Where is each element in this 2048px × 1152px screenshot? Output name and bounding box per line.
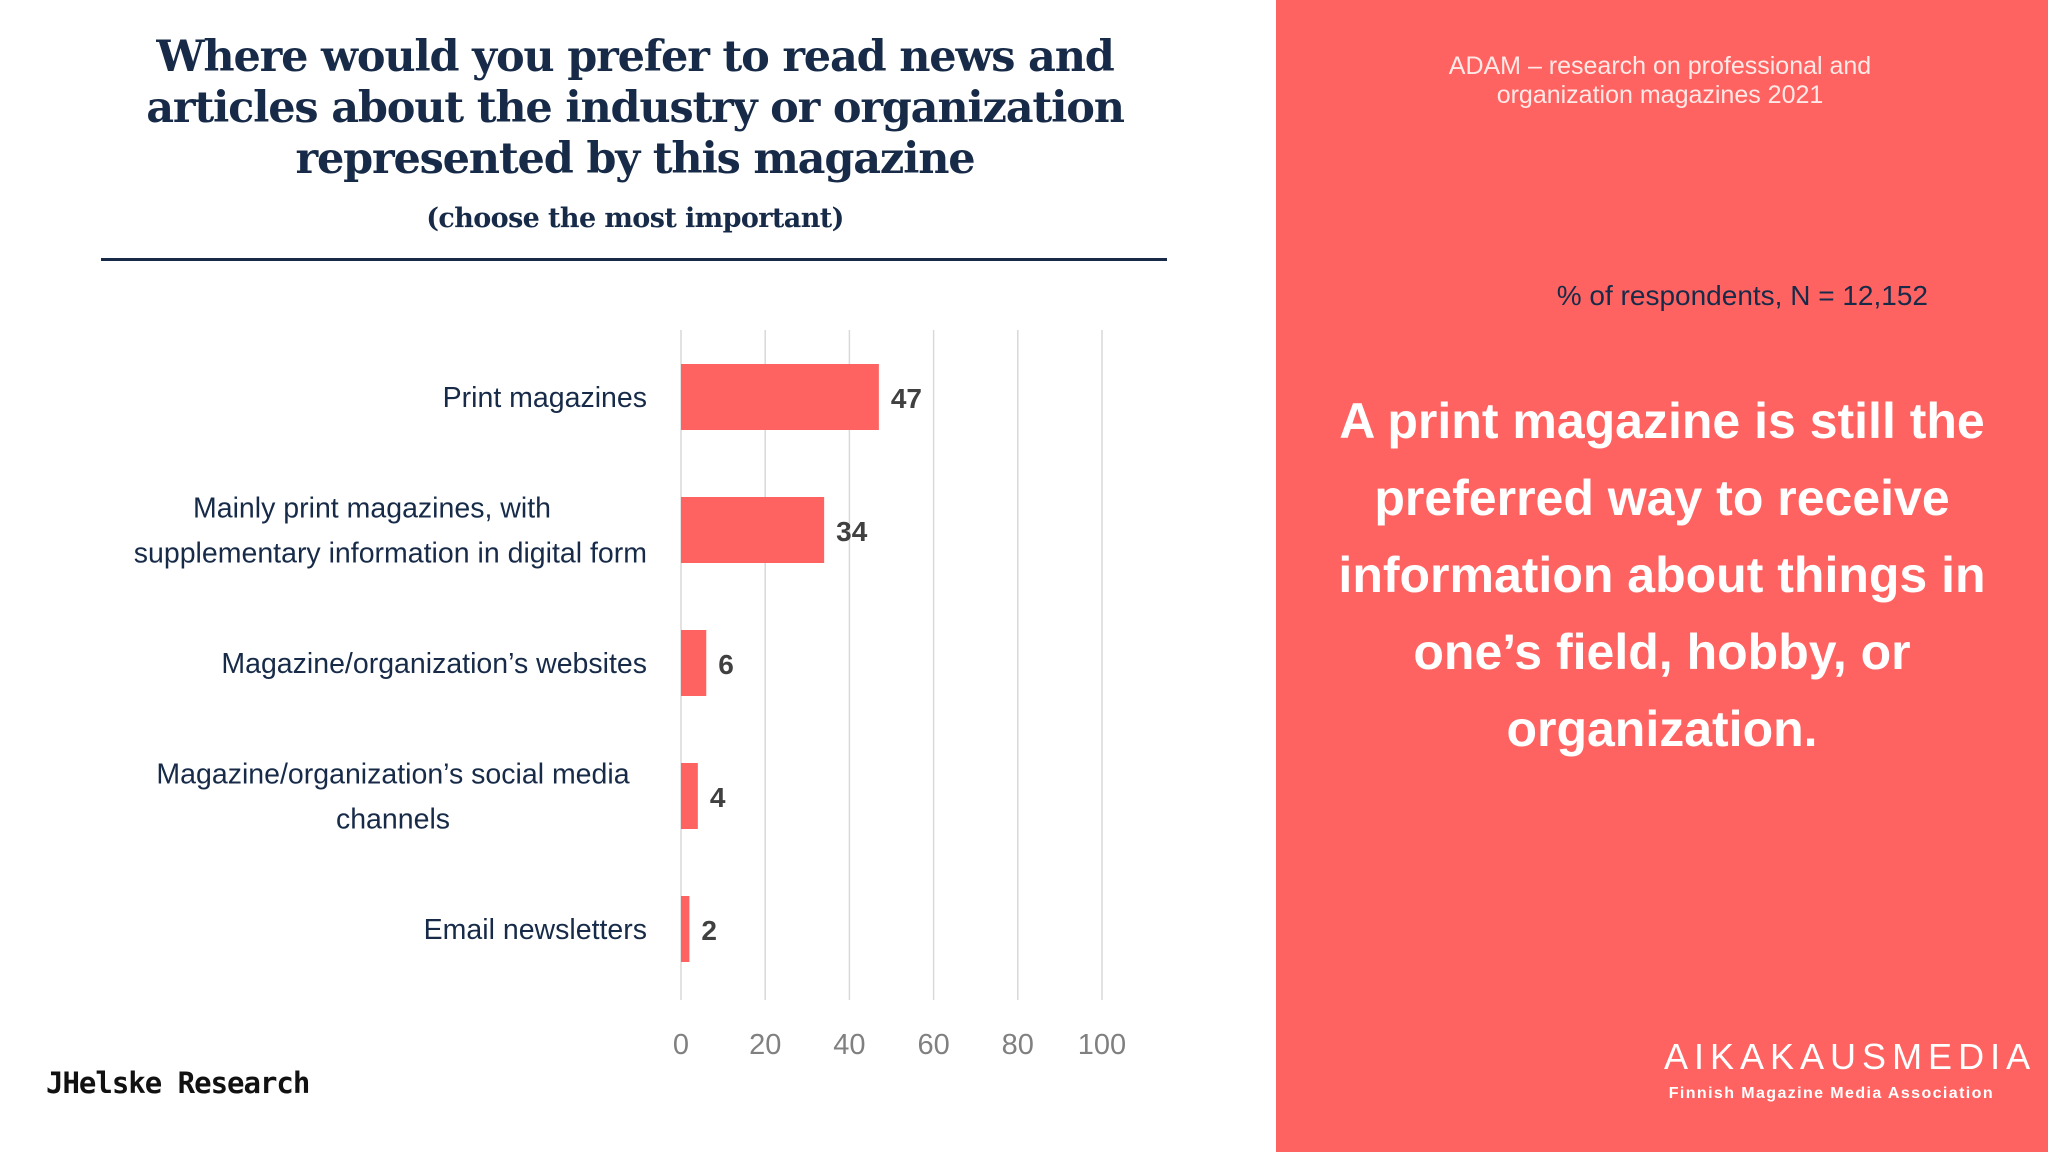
bar <box>681 497 825 563</box>
x-tick-label: 40 <box>833 1029 865 1061</box>
category-label: Email newsletters <box>424 914 647 946</box>
bar-value-label: 6 <box>718 649 734 680</box>
x-tick-label: 80 <box>1002 1029 1034 1061</box>
x-tick-label: 0 <box>673 1029 689 1061</box>
category-label: Mainly print magazines, with <box>193 493 551 525</box>
category-label: Magazine/organization’s social media <box>156 759 629 791</box>
x-tick-label: 60 <box>917 1029 949 1061</box>
chart-panel <box>0 0 1276 1152</box>
bar <box>681 630 707 696</box>
chart-subtitle: (choose the most important) <box>426 203 844 234</box>
category-label: supplementary information in digital for… <box>134 538 647 570</box>
category-label: Print magazines <box>443 382 647 414</box>
logo-tagline: Finnish Magazine Media Association <box>1668 1085 1994 1102</box>
bar-value-label: 4 <box>710 782 726 813</box>
bar <box>681 896 690 962</box>
axis-units-label: % of respondents, N = 12,152 <box>1556 280 1928 311</box>
bar-value-label: 47 <box>891 383 922 414</box>
source-credit: JHelske Research <box>46 1066 310 1100</box>
title-divider <box>101 258 1167 261</box>
category-label: Magazine/organization’s websites <box>221 648 647 680</box>
aikakausmedia-logo: AIKAKAUSMEDIA <box>1664 1036 2037 1077</box>
chart-title: Where would you prefer to read news and … <box>146 32 1125 184</box>
bar-value-label: 34 <box>836 516 868 547</box>
key-finding-quote: A print magazine is still the preferred … <box>1338 393 1986 757</box>
bar <box>681 763 698 829</box>
summary-panel <box>1276 0 2048 1152</box>
bar-chart: 0 20 40 60 80 100 47 Print magazines 34 Mainly pr… <box>134 330 1126 1061</box>
bar <box>681 364 879 430</box>
x-tick-label: 100 <box>1078 1029 1126 1061</box>
x-tick-label: 20 <box>749 1029 781 1061</box>
bar-value-label: 2 <box>701 915 717 946</box>
study-name: ADAM – research on professional and orga… <box>1448 52 1872 109</box>
category-label: channels <box>336 804 450 836</box>
